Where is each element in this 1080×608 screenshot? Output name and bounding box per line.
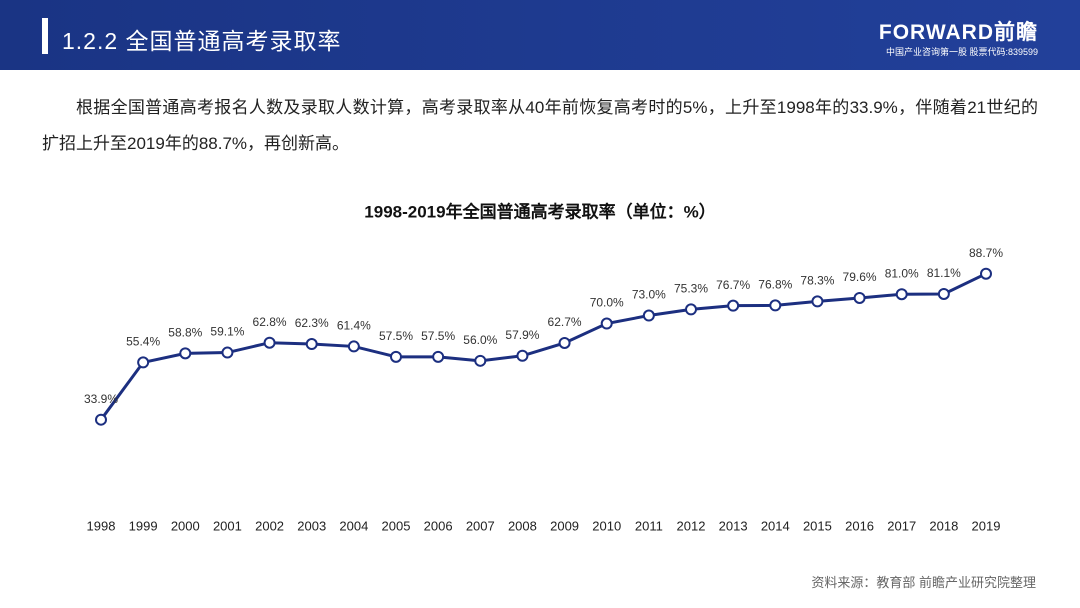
x-tick-label: 2000 — [171, 518, 200, 533]
tagline: 中国产业咨询第一股 股票代码:839599 — [885, 47, 1038, 57]
header-bar: 1.2.2 全国普通高考录取率 FORWARD前瞻 中国产业咨询第一股 股票代码… — [0, 0, 1080, 70]
x-tick-label: 2004 — [339, 518, 368, 533]
x-tick-label: 2012 — [677, 518, 706, 533]
data-point — [390, 350, 402, 363]
data-point — [305, 338, 318, 351]
data-point — [811, 295, 824, 308]
x-tick-label: 2007 — [466, 518, 495, 533]
value-label: 55.4% — [126, 335, 160, 349]
x-tick-label: 2009 — [550, 518, 579, 533]
data-line — [99, 272, 987, 421]
x-tick-label: 2018 — [929, 518, 958, 533]
value-label: 61.4% — [337, 319, 371, 333]
data-point — [432, 350, 445, 363]
data-point — [727, 299, 740, 312]
value-label: 78.3% — [800, 274, 834, 288]
x-tick-label: 2002 — [255, 518, 284, 533]
x-tick-label: 2003 — [297, 518, 326, 533]
value-label: 33.9% — [84, 392, 118, 406]
accent-bar — [42, 18, 48, 54]
data-point — [558, 336, 571, 349]
x-tick-label: 2005 — [382, 518, 411, 533]
data-point — [769, 299, 782, 312]
x-tick-label: 2017 — [887, 518, 916, 533]
value-label: 57.5% — [379, 329, 413, 343]
logo: FORWARD前瞻 — [878, 21, 1038, 44]
data-point — [980, 267, 992, 280]
x-tick-label: 2001 — [213, 518, 242, 533]
data-point — [347, 340, 360, 353]
value-label: 56.0% — [463, 333, 497, 347]
data-point — [221, 346, 234, 359]
data-point — [95, 413, 107, 426]
x-tick-label: 1998 — [87, 518, 116, 533]
x-tick-label: 2016 — [845, 518, 874, 533]
value-label: 88.7% — [969, 246, 1003, 260]
data-point — [853, 291, 866, 304]
value-label: 70.0% — [590, 296, 624, 310]
data-point — [179, 347, 192, 360]
value-label: 76.8% — [758, 278, 792, 292]
value-label: 59.1% — [210, 325, 244, 339]
x-tick-label: 2014 — [761, 518, 790, 533]
data-point — [137, 356, 150, 369]
data-point — [263, 336, 276, 349]
data-point — [937, 287, 950, 300]
value-label: 62.8% — [253, 315, 287, 329]
x-tick-label: 2010 — [592, 518, 621, 533]
data-point — [642, 309, 655, 322]
x-tick-label: 2019 — [972, 518, 1001, 533]
data-point — [516, 349, 529, 362]
source-note: 资料来源：教育部 前瞻产业研究院整理 — [811, 575, 1036, 590]
value-label: 81.0% — [885, 266, 919, 280]
x-tick-label: 2011 — [635, 518, 663, 533]
value-label: 62.7% — [548, 315, 582, 329]
x-tick-label: 1999 — [129, 518, 158, 533]
x-tick-label: 2015 — [803, 518, 832, 533]
value-label: 58.8% — [168, 326, 202, 340]
intro-text: 根据全国普通高考报名人数及录取人数计算，高考录取率从40年前恢复高考时的5%，上… — [42, 98, 1038, 153]
x-tick-label: 2008 — [508, 518, 537, 533]
data-point — [895, 288, 908, 301]
value-label: 79.6% — [843, 270, 877, 284]
value-label: 76.7% — [716, 278, 750, 292]
value-label: 75.3% — [674, 282, 708, 296]
data-point — [600, 317, 613, 330]
value-label: 57.5% — [421, 329, 455, 343]
x-tick-label: 2006 — [424, 518, 453, 533]
chart-title: 1998-2019年全国普通高考录取率（单位：%） — [364, 201, 715, 221]
data-point — [474, 354, 487, 367]
value-label: 57.9% — [505, 328, 539, 342]
x-tick-label: 2013 — [719, 518, 748, 533]
value-label: 62.3% — [295, 316, 329, 330]
value-label: 73.0% — [632, 288, 666, 302]
section-title: 1.2.2 全国普通高考录取率 — [62, 28, 342, 54]
value-label: 81.1% — [927, 266, 961, 280]
data-point — [685, 303, 697, 316]
